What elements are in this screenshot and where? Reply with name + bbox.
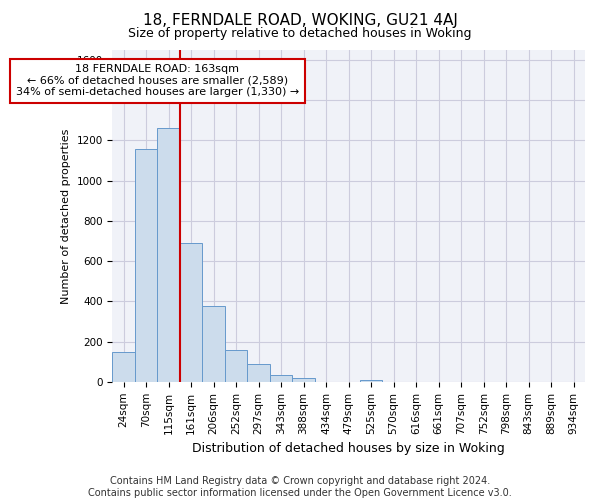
X-axis label: Distribution of detached houses by size in Woking: Distribution of detached houses by size … (192, 442, 505, 455)
Text: 18, FERNDALE ROAD, WOKING, GU21 4AJ: 18, FERNDALE ROAD, WOKING, GU21 4AJ (143, 12, 457, 28)
Text: Contains HM Land Registry data © Crown copyright and database right 2024.
Contai: Contains HM Land Registry data © Crown c… (88, 476, 512, 498)
Bar (247, 364, 270, 382)
Bar (157, 128, 180, 382)
Bar (225, 350, 247, 382)
Bar (180, 243, 202, 382)
Bar (112, 352, 135, 382)
Bar (292, 378, 315, 382)
Bar (202, 306, 225, 382)
Bar (270, 375, 292, 382)
Text: Size of property relative to detached houses in Woking: Size of property relative to detached ho… (128, 28, 472, 40)
Text: 18 FERNDALE ROAD: 163sqm
← 66% of detached houses are smaller (2,589)
34% of sem: 18 FERNDALE ROAD: 163sqm ← 66% of detach… (16, 64, 299, 98)
Y-axis label: Number of detached properties: Number of detached properties (61, 128, 71, 304)
Bar (135, 148, 157, 382)
Bar (360, 380, 382, 382)
